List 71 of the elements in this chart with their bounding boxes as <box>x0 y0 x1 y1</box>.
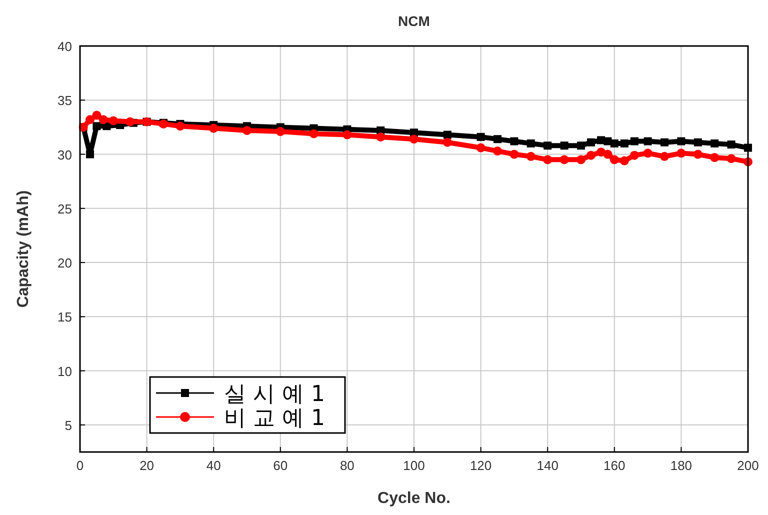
y-tick-label: 10 <box>58 364 72 379</box>
point <box>577 142 585 150</box>
point <box>586 150 596 160</box>
point <box>544 142 552 150</box>
x-tick-label: 40 <box>206 458 221 473</box>
y-tick-label: 30 <box>58 147 72 162</box>
point <box>242 126 252 135</box>
point <box>630 137 638 146</box>
point <box>676 148 686 158</box>
point <box>526 152 536 161</box>
point <box>587 138 596 146</box>
x-axis-title: Cycle No. <box>378 490 450 507</box>
point <box>410 134 418 144</box>
x-tick-label: 200 <box>737 458 759 473</box>
point <box>726 154 736 164</box>
x-tick-label: 180 <box>670 458 692 473</box>
y-tick-label: 35 <box>58 93 72 108</box>
point <box>620 156 629 166</box>
point <box>727 140 736 149</box>
point <box>660 138 668 146</box>
point <box>510 137 518 146</box>
legend-label: 실 시 예 1 <box>224 382 325 407</box>
x-tick-label: 100 <box>403 458 425 473</box>
point <box>694 138 702 146</box>
point <box>603 150 612 159</box>
point <box>710 139 719 148</box>
x-tick-label: 0 <box>76 458 84 473</box>
point <box>576 155 586 164</box>
point <box>92 122 101 130</box>
chart-title: NCM <box>398 13 430 29</box>
x-tick-label: 160 <box>604 458 626 473</box>
point <box>176 122 185 131</box>
y-tick-label: 20 <box>58 256 72 271</box>
x-tick-label: 80 <box>340 458 354 473</box>
point <box>693 150 702 159</box>
y-axis-title: Capacity (mAh) <box>15 190 32 308</box>
point <box>510 150 519 159</box>
point <box>494 135 502 144</box>
x-tick-label: 20 <box>140 458 154 473</box>
y-tick-label: 15 <box>58 310 72 325</box>
point <box>476 132 485 141</box>
point <box>108 116 118 126</box>
point <box>276 127 285 136</box>
point <box>309 129 318 138</box>
point <box>342 130 352 140</box>
y-tick-label: 5 <box>64 418 72 433</box>
point <box>86 150 94 158</box>
point <box>620 139 628 148</box>
x-tick-label: 120 <box>470 458 492 473</box>
point <box>86 115 95 124</box>
point <box>476 143 486 152</box>
point <box>560 155 569 164</box>
point <box>442 138 452 147</box>
point <box>376 132 386 142</box>
point <box>630 150 639 160</box>
point <box>126 117 135 126</box>
point <box>543 155 552 164</box>
point <box>610 155 619 164</box>
x-tick-label: 60 <box>273 458 288 473</box>
point <box>526 139 535 148</box>
y-tick-label: 40 <box>58 39 72 54</box>
point <box>92 110 102 120</box>
x-tick-label: 140 <box>536 458 558 473</box>
point <box>493 146 502 156</box>
y-tick-label: 25 <box>58 201 72 216</box>
point <box>643 148 652 158</box>
point <box>98 115 108 124</box>
point <box>209 124 218 133</box>
point <box>710 153 720 162</box>
point <box>660 152 669 161</box>
legend-label: 비 교 예 1 <box>224 406 325 431</box>
